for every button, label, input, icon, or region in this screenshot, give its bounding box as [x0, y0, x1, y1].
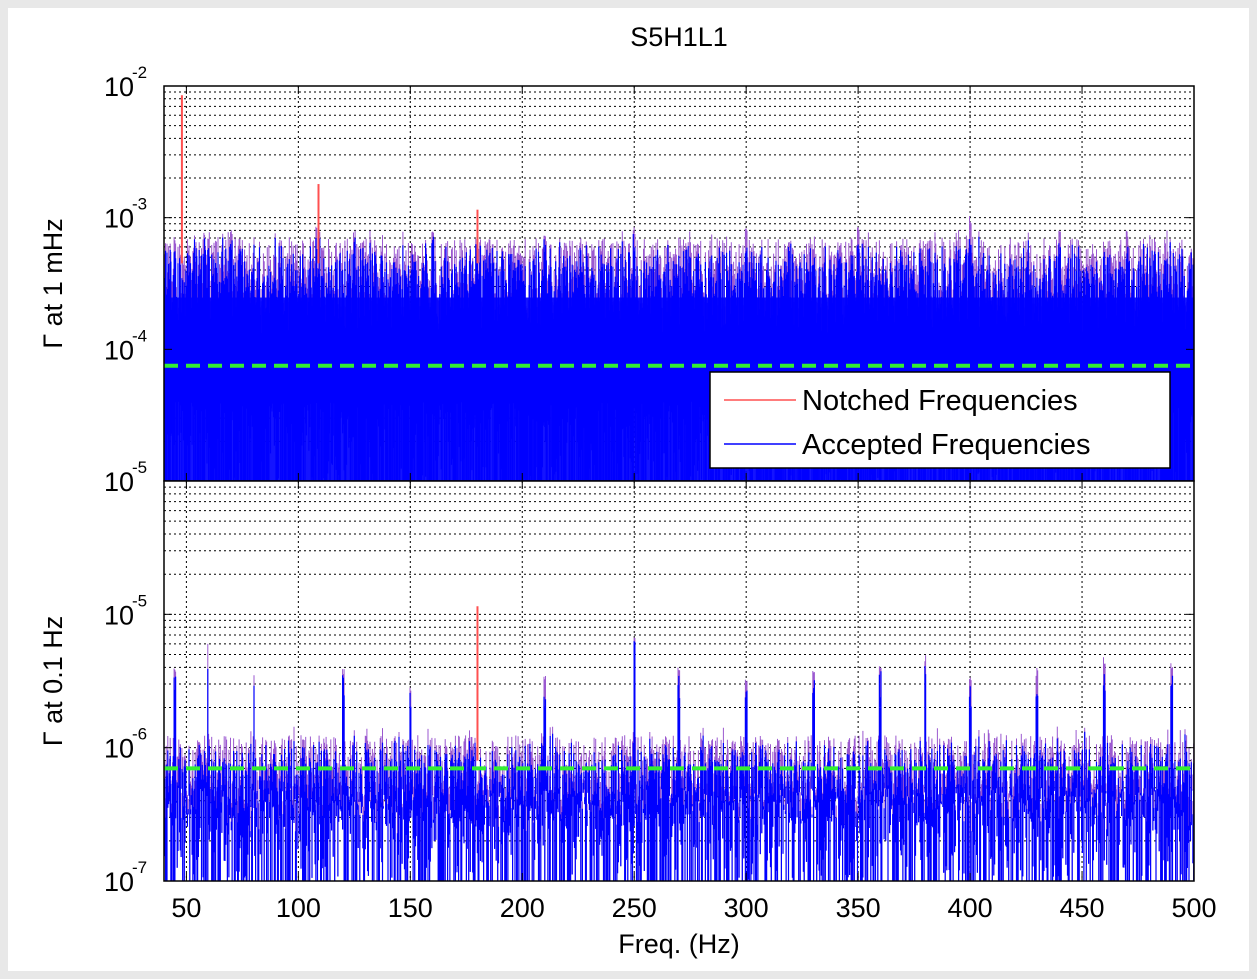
y-tick-exponent: -2 [132, 63, 147, 82]
y-tick-exponent: -6 [132, 725, 147, 744]
y-tick-exponent: -7 [132, 858, 147, 877]
y-tick-label: 10 [104, 600, 134, 630]
y-tick-label: 10 [104, 335, 134, 365]
y-tick-label: 10 [104, 867, 134, 897]
x-tick-label: 400 [948, 893, 993, 923]
y-tick-label: 10 [104, 72, 134, 102]
x-tick-label: 500 [1171, 893, 1216, 923]
y-axis-label: Γ at 0.1 Hz [38, 616, 68, 746]
x-tick-label: 200 [500, 893, 545, 923]
y-tick-label: 10 [104, 734, 134, 764]
bottom-panel: 50 100 150 200 250 300 350 400 450 50010-710-610-… [38, 480, 1217, 959]
y-tick-label: 10 [104, 204, 134, 234]
legend-label: Notched Frequencies [802, 385, 1078, 417]
x-tick-label: 450 [1060, 893, 1105, 923]
y-tick-exponent: -5 [132, 458, 147, 477]
chart-canvas: S5H1L1 10-510-410-310-2Γ at 1 mHzNotched… [38, 22, 1217, 959]
y-tick-exponent: -4 [132, 326, 147, 345]
figure-frame: S5H1L1 10 -5 10 -4 10 -3 10 -2 Γ at 1 mHz Notched… [8, 8, 1249, 971]
x-axis-label: Freq. (Hz) [618, 929, 740, 959]
x-tick-label: 250 [612, 893, 657, 923]
y-tick-exponent: -5 [132, 591, 147, 610]
x-tick-label: 300 [724, 893, 769, 923]
legend-label: Accepted Frequencies [802, 429, 1091, 461]
y-tick-exponent: -3 [132, 195, 147, 214]
legend-box [709, 371, 1171, 469]
x-tick-label: 350 [836, 893, 881, 923]
axes-frame [163, 480, 1195, 882]
x-tick-label: 50 [171, 893, 201, 923]
x-tick-label: 150 [388, 893, 433, 923]
y-tick-label: 10 [104, 467, 134, 497]
x-tick-label: 100 [276, 893, 321, 923]
y-axis-label: Γ at 1 mHz [38, 218, 68, 348]
legend: Notched Frequencies Accepted Frequencies [709, 371, 1171, 469]
chart-title: S5H1L1 [630, 22, 728, 52]
